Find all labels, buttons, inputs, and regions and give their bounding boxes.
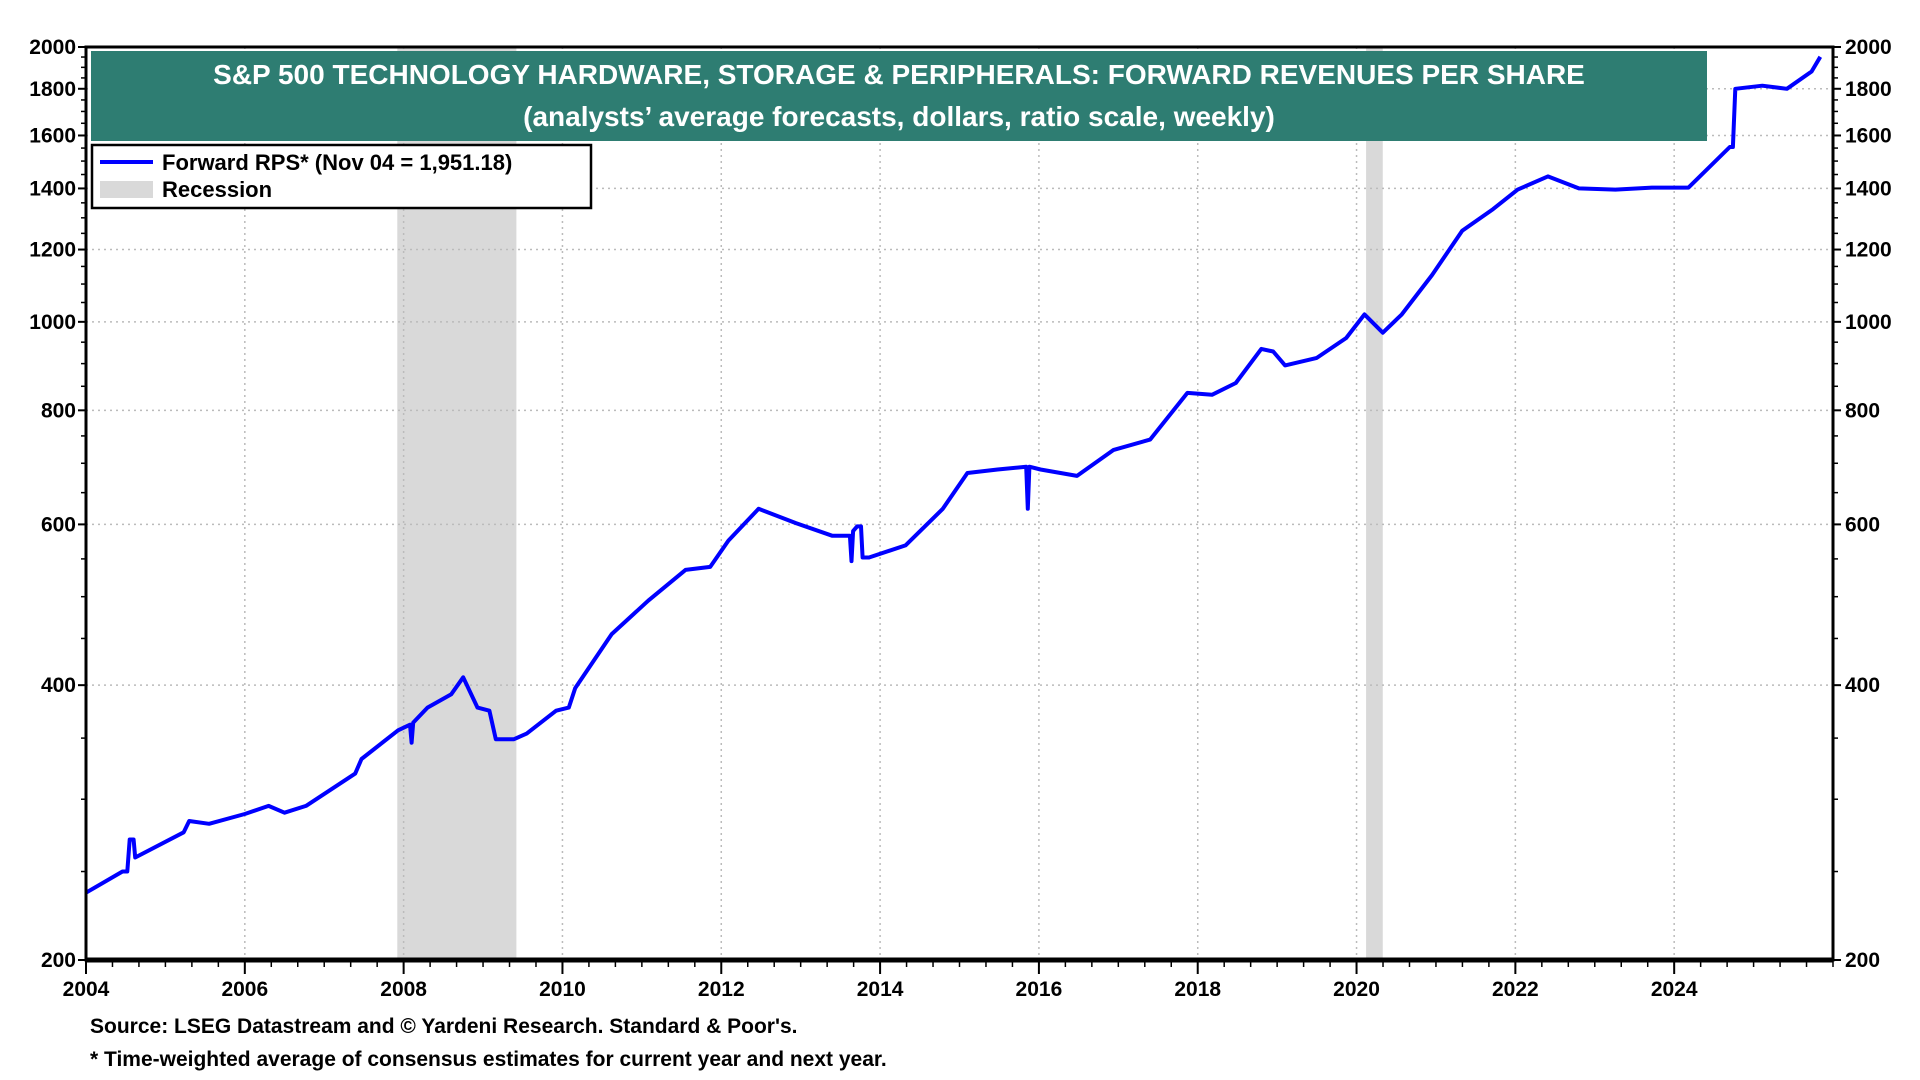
legend-recession-swatch bbox=[100, 181, 153, 198]
y-tick-label-right: 1000 bbox=[1845, 311, 1892, 334]
y-tick-label-right: 1600 bbox=[1845, 124, 1892, 147]
legend: Forward RPS* (Nov 04 = 1,951.18) Recessi… bbox=[90, 143, 593, 210]
x-tick-label: 2006 bbox=[221, 978, 268, 1001]
y-tick-label-left: 1800 bbox=[29, 78, 76, 101]
title-box: S&P 500 TECHNOLOGY HARDWARE, STORAGE & P… bbox=[91, 51, 1707, 141]
source-note: Source: LSEG Datastream and © Yardeni Re… bbox=[90, 1015, 798, 1038]
y-tick-label-left: 2000 bbox=[29, 36, 76, 59]
chart-title: S&P 500 TECHNOLOGY HARDWARE, STORAGE & P… bbox=[213, 59, 1585, 90]
y-tick-label-left: 400 bbox=[41, 674, 76, 697]
y-tick-label-left: 1000 bbox=[29, 311, 76, 334]
x-tick-label: 2010 bbox=[539, 978, 586, 1001]
y-tick-label-right: 400 bbox=[1845, 674, 1880, 697]
y-tick-label-left: 1400 bbox=[29, 177, 76, 200]
x-tick-label: 2012 bbox=[698, 978, 745, 1001]
recession-band bbox=[1366, 47, 1383, 960]
y-tick-label-right: 600 bbox=[1845, 513, 1880, 536]
x-tick-label: 2014 bbox=[857, 978, 904, 1001]
x-tick-label: 2020 bbox=[1333, 978, 1380, 1001]
gridlines bbox=[86, 47, 1833, 960]
y-tick-label-left: 1600 bbox=[29, 124, 76, 147]
series-layer bbox=[84, 55, 1823, 895]
y-tick-label-left: 200 bbox=[41, 949, 76, 972]
y-tick-label-left: 1200 bbox=[29, 239, 76, 262]
footnote: * Time-weighted average of consensus est… bbox=[90, 1048, 887, 1071]
series-line-forward-rps bbox=[84, 55, 1823, 895]
x-tick-label: 2008 bbox=[380, 978, 427, 1001]
x-tick-label: 2022 bbox=[1492, 978, 1539, 1001]
y-tick-label-right: 1400 bbox=[1845, 177, 1892, 200]
legend-label-forward-rps: Forward RPS* (Nov 04 = 1,951.18) bbox=[162, 150, 512, 175]
y-tick-label-right: 2000 bbox=[1845, 36, 1892, 59]
legend-label-recession: Recession bbox=[162, 177, 272, 202]
x-tick-label: 2018 bbox=[1174, 978, 1221, 1001]
y-tick-label-left: 600 bbox=[41, 513, 76, 536]
x-tick-label: 2016 bbox=[1016, 978, 1063, 1001]
x-tick-label: 2004 bbox=[63, 978, 110, 1001]
y-tick-label-right: 800 bbox=[1845, 399, 1880, 422]
axis-ticks: 200 200 400 400 600 600 800 800 1000 1000 1200 1200… bbox=[29, 36, 1891, 1001]
y-tick-label-right: 200 bbox=[1845, 949, 1880, 972]
y-tick-label-left: 800 bbox=[41, 399, 76, 422]
y-tick-label-right: 1800 bbox=[1845, 78, 1892, 101]
y-tick-label-right: 1200 bbox=[1845, 239, 1892, 262]
x-tick-label: 2024 bbox=[1651, 978, 1698, 1001]
chart-subtitle: (analysts’ average forecasts, dollars, r… bbox=[523, 101, 1275, 132]
